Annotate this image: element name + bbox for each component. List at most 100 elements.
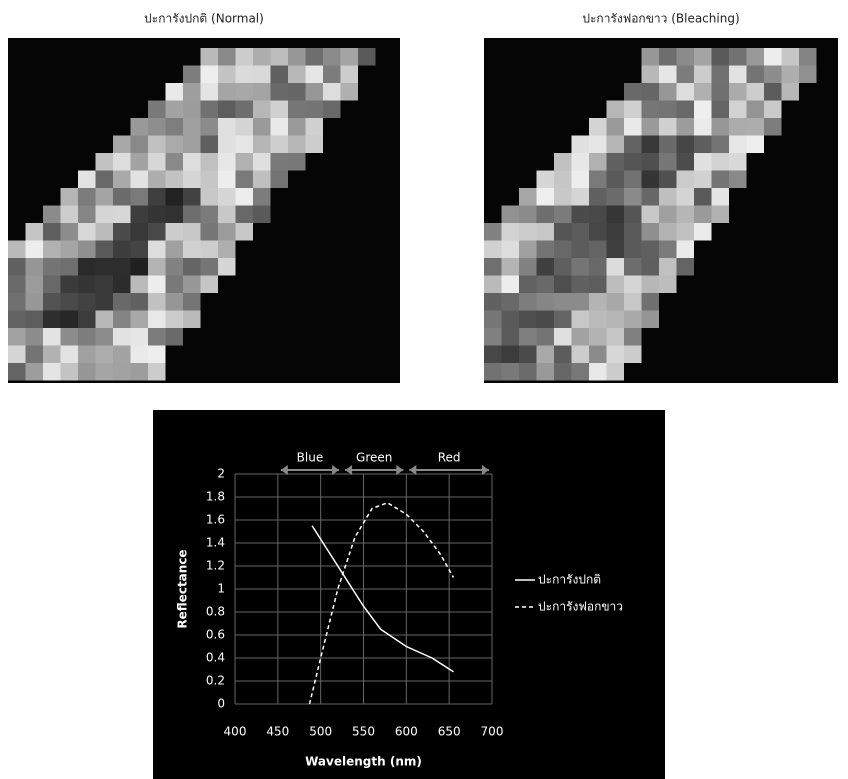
pixel <box>218 135 236 153</box>
pixel <box>501 345 519 363</box>
pixel <box>113 223 131 241</box>
pixel <box>218 188 236 206</box>
pixel <box>746 83 764 101</box>
pixel <box>43 205 61 223</box>
pixel <box>25 345 43 363</box>
y-tick-label: 0 <box>217 697 225 711</box>
pixel <box>200 135 218 153</box>
pixel <box>43 275 61 293</box>
pixel <box>659 100 677 118</box>
band-label: Blue <box>297 451 324 465</box>
pixel <box>711 170 729 188</box>
pixel <box>183 83 201 101</box>
pixel <box>25 310 43 328</box>
pixel <box>676 258 694 276</box>
pixel <box>148 310 166 328</box>
pixel <box>200 83 218 101</box>
pixel <box>253 153 271 171</box>
pixel <box>305 100 323 118</box>
pixel <box>711 188 729 206</box>
pixel <box>288 83 306 101</box>
pixel <box>606 188 624 206</box>
pixel <box>183 275 201 293</box>
pixel <box>571 345 589 363</box>
pixel <box>554 153 572 171</box>
y-tick-label: 2 <box>217 467 225 481</box>
pixel <box>781 48 799 66</box>
pixel <box>25 275 43 293</box>
pixel <box>554 345 572 363</box>
pixel <box>165 223 183 241</box>
x-tick-label: 400 <box>224 725 247 739</box>
pixel <box>235 48 253 66</box>
pixel <box>589 118 607 136</box>
pixel <box>95 205 113 223</box>
pixel <box>676 83 694 101</box>
pixel <box>270 135 288 153</box>
x-tick-label: 650 <box>438 725 461 739</box>
pixel <box>659 170 677 188</box>
pixel <box>536 310 554 328</box>
pixel <box>60 258 78 276</box>
pixel <box>624 328 642 346</box>
pixel <box>323 48 341 66</box>
pixel <box>676 48 694 66</box>
pixel <box>200 275 218 293</box>
pixel <box>589 205 607 223</box>
pixel <box>641 240 659 258</box>
pixel <box>340 83 358 101</box>
pixel <box>288 118 306 136</box>
pixel <box>43 310 61 328</box>
pixel <box>641 118 659 136</box>
chart-panel <box>153 410 665 779</box>
pixel <box>113 345 131 363</box>
pixel <box>130 258 148 276</box>
pixel <box>554 188 572 206</box>
pixel <box>764 118 782 136</box>
pixel <box>536 345 554 363</box>
pixel <box>78 275 96 293</box>
pixel <box>25 363 43 381</box>
pixel <box>8 258 26 276</box>
series-line <box>308 501 455 705</box>
y-tick-label: 1.6 <box>206 513 225 527</box>
pixel <box>235 100 253 118</box>
pixel <box>799 65 817 83</box>
pixel <box>8 310 26 328</box>
pixel <box>235 205 253 223</box>
pixel <box>235 65 253 83</box>
pixel <box>589 328 607 346</box>
pixel <box>641 65 659 83</box>
pixel <box>60 275 78 293</box>
pixel <box>624 293 642 311</box>
pixel <box>606 223 624 241</box>
pixel <box>218 48 236 66</box>
pixel <box>270 83 288 101</box>
pixel <box>589 240 607 258</box>
pixel <box>589 223 607 241</box>
pixel <box>799 48 817 66</box>
pixel <box>676 223 694 241</box>
pixel <box>78 363 96 381</box>
pixel <box>484 258 502 276</box>
pixel <box>78 170 96 188</box>
pixel <box>218 118 236 136</box>
pixel <box>711 135 729 153</box>
pixel <box>218 83 236 101</box>
pixel <box>113 170 131 188</box>
pixel <box>8 240 26 258</box>
pixel <box>624 135 642 153</box>
x-tick-label: 500 <box>309 725 332 739</box>
pixel <box>659 223 677 241</box>
pixel <box>659 65 677 83</box>
pixel <box>571 205 589 223</box>
pixel <box>113 153 131 171</box>
pixel <box>113 363 131 381</box>
pixel <box>113 205 131 223</box>
pixel <box>130 363 148 381</box>
pixel <box>25 223 43 241</box>
pixel <box>519 345 537 363</box>
pixel <box>694 205 712 223</box>
